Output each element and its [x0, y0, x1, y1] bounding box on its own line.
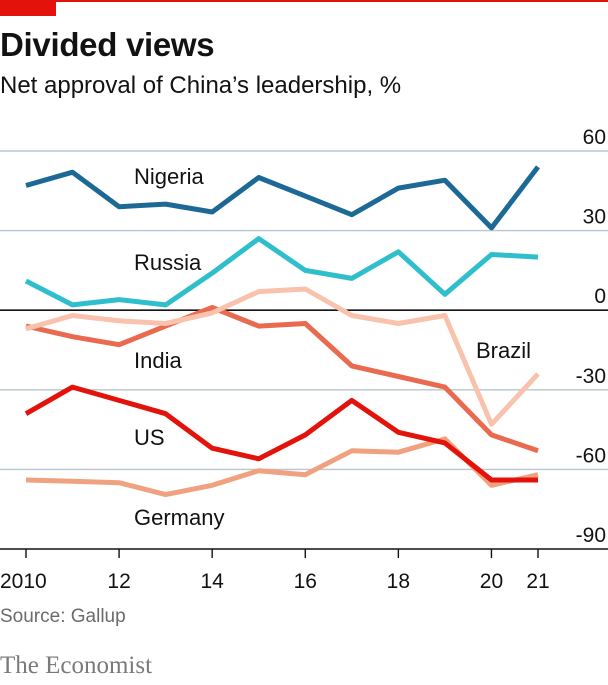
series-label-india: India: [134, 348, 182, 373]
series-label-brazil: Brazil: [476, 338, 531, 363]
chart-subtitle: Net approval of China’s leadership, %: [0, 72, 402, 99]
y-tick-label: -60: [576, 444, 606, 467]
series-line-india: [25, 305, 539, 454]
x-tick-label: 12: [107, 570, 130, 593]
series-line-brazil: [25, 286, 540, 427]
series-lines: [24, 165, 540, 498]
x-tick-label: 2010: [0, 570, 47, 593]
series-line-us: [24, 384, 538, 483]
y-tick-label: 60: [583, 126, 606, 149]
series-line-russia: [24, 236, 539, 308]
y-tick-label: -90: [576, 524, 606, 547]
chart-title: Divided views: [0, 26, 215, 63]
source-note: Source: Gallup: [0, 606, 126, 627]
x-tick-label: 20: [480, 570, 503, 593]
series-line-nigeria: [25, 165, 540, 231]
grid-lines: [0, 150, 608, 550]
brand-tag: [0, 0, 56, 16]
series-labels: Germany US India Brazil Russia Nigeria: [134, 164, 531, 530]
x-tick-label: 18: [387, 570, 410, 593]
axis: 60 30 0 -30 -60 -90 2010 12 14 16 18 20 21: [0, 126, 606, 593]
top-rule: [0, 0, 608, 2]
series-label-nigeria: Nigeria: [134, 164, 204, 189]
series-label-us: US: [134, 425, 165, 450]
publisher-logo: The Economist: [0, 652, 153, 679]
x-tick-label: 16: [294, 570, 317, 593]
x-tick-label: 14: [201, 570, 225, 593]
y-tick-label: -30: [576, 365, 606, 388]
y-tick-label: 0: [594, 285, 606, 308]
y-tick-label: 30: [583, 206, 606, 229]
line-chart: Germany US India Brazil Russia Nigeria 60 30 0 -…: [0, 126, 608, 593]
series-label-russia: Russia: [134, 250, 202, 275]
x-tick-label: 21: [526, 570, 549, 593]
series-label-germany: Germany: [134, 505, 224, 530]
